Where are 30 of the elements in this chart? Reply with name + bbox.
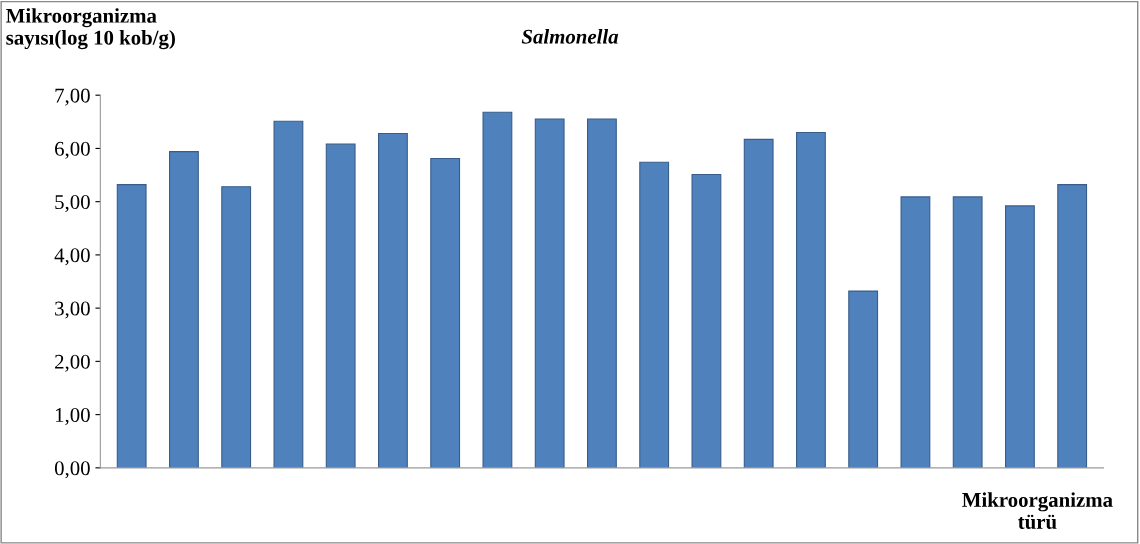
bar [900, 196, 931, 468]
bar [743, 138, 774, 468]
y-tick-label: 0,00 [54, 461, 90, 479]
y-tick-label: 4,00 [54, 248, 90, 266]
y-tick-label: 2,00 [55, 354, 90, 372]
y-tick-label: 7,00 [55, 88, 90, 106]
bar [482, 111, 513, 468]
bar [691, 173, 722, 468]
bar [168, 151, 199, 468]
bar [221, 186, 252, 468]
bar [952, 196, 983, 468]
y-axis-title: Mikroorganizma sayısı(log 10 kob/g) [6, 8, 175, 50]
bar [273, 120, 304, 468]
bar [795, 131, 826, 468]
bar [639, 161, 670, 468]
y-tick-label: 6,00 [55, 141, 90, 159]
x-axis-title: Mikroorganizma türü [962, 492, 1113, 529]
bar [116, 184, 147, 468]
chart-title: Salmonella [521, 29, 619, 44]
y-tick-label: 1,00 [55, 407, 90, 426]
y-tick-label: 5,00 [55, 195, 90, 213]
bar [325, 143, 356, 468]
bar [430, 157, 461, 468]
y-tick-label: 3,00 [55, 301, 90, 319]
bar [1004, 205, 1035, 468]
bar [586, 118, 617, 468]
bar [1057, 184, 1088, 468]
bar [377, 132, 408, 468]
bar [848, 290, 879, 468]
bar [534, 118, 565, 468]
